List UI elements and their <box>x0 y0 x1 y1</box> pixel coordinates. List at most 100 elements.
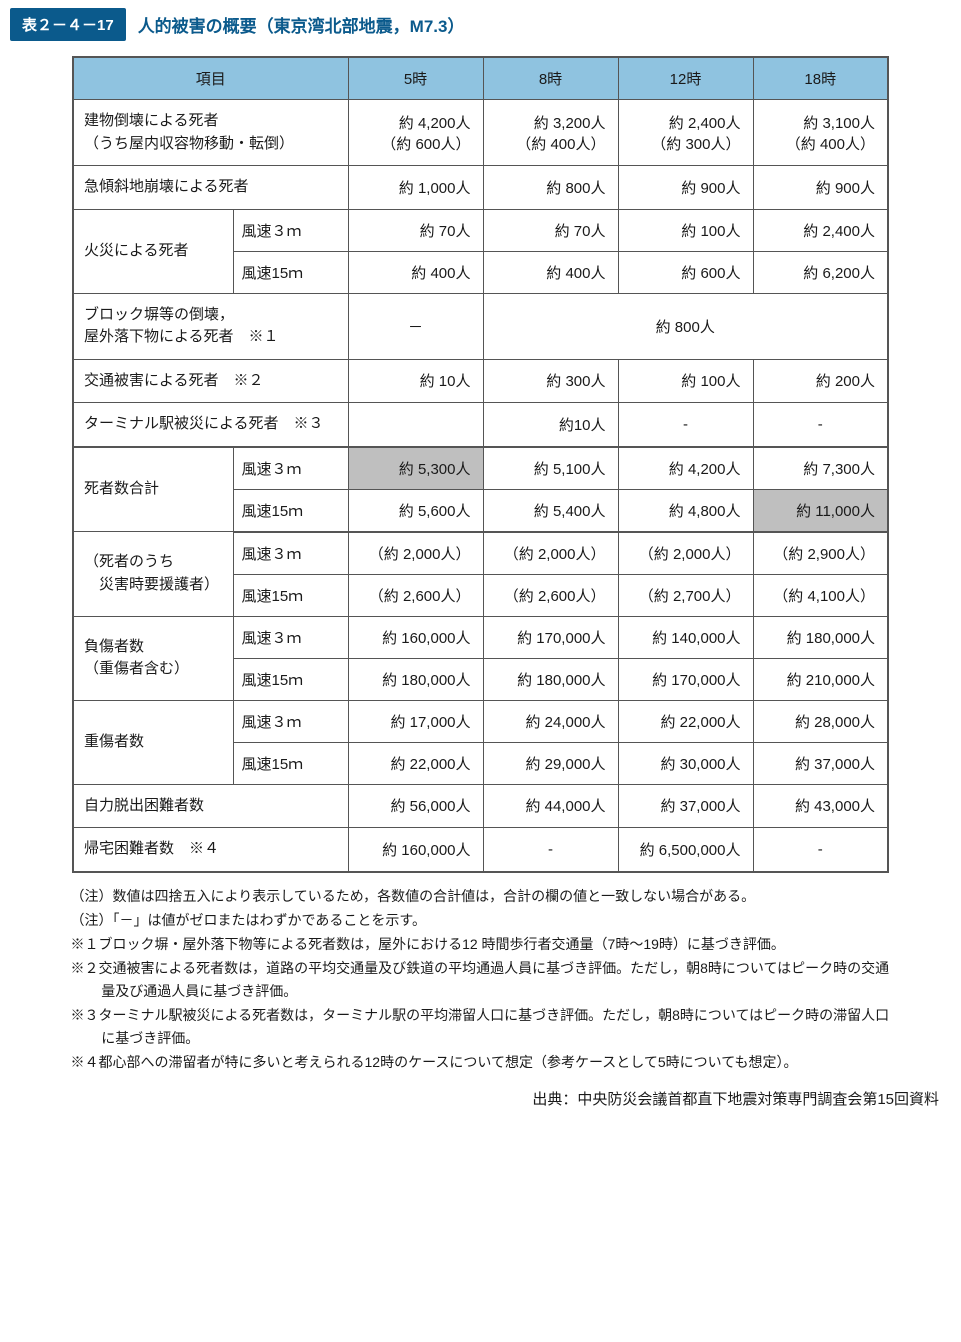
note: ※３ターミナル駅被災による死者数は，ターミナル駅の平均滞留人口に基づき評価。ただ… <box>71 1004 891 1050</box>
row-label: （死者のうち 災害時要援護者） <box>73 532 233 617</box>
cell: 約 3,200人 （約 400人） <box>483 100 618 166</box>
row-label: ブロック塀等の倒壊， 屋外落下物による死者 ※１ <box>73 293 348 359</box>
cell: 約 400人 <box>348 251 483 293</box>
cell: （約 2,600人） <box>348 574 483 616</box>
cell: 約 11,000人 <box>753 489 888 532</box>
cell: 約 600人 <box>618 251 753 293</box>
row-sublabel: 風速15ｍ <box>233 489 348 532</box>
row-sublabel: 風速３ｍ <box>233 700 348 742</box>
damage-table: 項目 5時 8時 12時 18時 建物倒壊による死者 （うち屋内収容物移動・転倒… <box>72 56 889 873</box>
row-sublabel: 風速15ｍ <box>233 251 348 293</box>
cell: － <box>348 293 483 359</box>
row-label: 死者数合計 <box>73 447 233 532</box>
cell: 約 28,000人 <box>753 700 888 742</box>
table-row: （死者のうち 災害時要援護者） 風速３ｍ （約 2,000人） （約 2,000… <box>73 532 888 575</box>
cell: 約 3,100人 （約 400人） <box>753 100 888 166</box>
header-row: 項目 5時 8時 12時 18時 <box>73 57 888 100</box>
cell: 約 17,000人 <box>348 700 483 742</box>
cell: 約 5,300人 <box>348 447 483 490</box>
note: （注）「－」は値がゼロまたはわずかであることを示す。 <box>71 909 891 932</box>
cell: - <box>483 828 618 872</box>
cell: - <box>753 828 888 872</box>
cell: 約 70人 <box>348 209 483 251</box>
row-label: 負傷者数 （重傷者含む） <box>73 616 233 700</box>
row-sublabel: 風速15ｍ <box>233 574 348 616</box>
cell: - <box>753 403 888 447</box>
col-5h: 5時 <box>348 57 483 100</box>
cell: 約 44,000人 <box>483 784 618 828</box>
row-sublabel: 風速15ｍ <box>233 742 348 784</box>
cell: 約 900人 <box>618 166 753 210</box>
cell: 約 170,000人 <box>618 658 753 700</box>
row-label: 帰宅困難者数 ※４ <box>73 828 348 872</box>
cell: 約 22,000人 <box>348 742 483 784</box>
cell: （約 2,000人） <box>348 532 483 575</box>
note: （注）数値は四捨五入により表示しているため，各数値の合計値は，合計の欄の値と一致… <box>71 885 891 908</box>
cell: 約 37,000人 <box>618 784 753 828</box>
cell: 約 2,400人 （約 300人） <box>618 100 753 166</box>
row-label: 自力脱出困難者数 <box>73 784 348 828</box>
cell: 約 30,000人 <box>618 742 753 784</box>
table-row: 重傷者数 風速３ｍ 約 17,000人 約 24,000人 約 22,000人 … <box>73 700 888 742</box>
cell: 約 24,000人 <box>483 700 618 742</box>
cell: 約 140,000人 <box>618 616 753 658</box>
row-sublabel: 風速３ｍ <box>233 209 348 251</box>
col-12h: 12時 <box>618 57 753 100</box>
cell: 約 29,000人 <box>483 742 618 784</box>
cell: （約 2,900人） <box>753 532 888 575</box>
cell: 約 4,200人 <box>618 447 753 490</box>
table-row: 帰宅困難者数 ※４ 約 160,000人 - 約 6,500,000人 - <box>73 828 888 872</box>
table-row: ターミナル駅被災による死者 ※３ 約10人 - - <box>73 403 888 447</box>
cell: 約 180,000人 <box>348 658 483 700</box>
col-8h: 8時 <box>483 57 618 100</box>
note: ※４都心部への滞留者が特に多いと考えられる12時のケースについて想定（参考ケース… <box>71 1051 891 1074</box>
cell: 約 160,000人 <box>348 616 483 658</box>
cell: （約 2,000人） <box>618 532 753 575</box>
source-citation: 出典：中央防災会議首都直下地震対策専門調査会第15回資料 <box>10 1088 939 1109</box>
cell: 約 800人 <box>483 293 888 359</box>
cell: 約 6,500,000人 <box>618 828 753 872</box>
table-row: 建物倒壊による死者 （うち屋内収容物移動・転倒） 約 4,200人 （約 600… <box>73 100 888 166</box>
row-label: 急傾斜地崩壊による死者 <box>73 166 348 210</box>
cell: 約 7,300人 <box>753 447 888 490</box>
cell: 約 2,400人 <box>753 209 888 251</box>
col-item: 項目 <box>73 57 348 100</box>
cell: 約 400人 <box>483 251 618 293</box>
table-row: 急傾斜地崩壊による死者 約 1,000人 約 800人 約 900人 約 900… <box>73 166 888 210</box>
cell: 約 210,000人 <box>753 658 888 700</box>
note: ※２交通被害による死者数は，道路の平均交通量及び鉄道の平均通過人員に基づき評価。… <box>71 957 891 1003</box>
table-tag: 表２－４－17 <box>10 8 126 41</box>
cell: 約 43,000人 <box>753 784 888 828</box>
row-label: 火災による死者 <box>73 209 233 293</box>
cell: 約 170,000人 <box>483 616 618 658</box>
cell: 約 1,000人 <box>348 166 483 210</box>
table-row: ブロック塀等の倒壊， 屋外落下物による死者 ※１ － 約 800人 <box>73 293 888 359</box>
row-label: 重傷者数 <box>73 700 233 784</box>
cell: （約 2,600人） <box>483 574 618 616</box>
cell: 約 22,000人 <box>618 700 753 742</box>
cell: 約 70人 <box>483 209 618 251</box>
note: ※１ブロック塀・屋外落下物等による死者数は，屋外における12 時間歩行者交通量（… <box>71 933 891 956</box>
cell: 約 800人 <box>483 166 618 210</box>
col-18h: 18時 <box>753 57 888 100</box>
cell: 約 37,000人 <box>753 742 888 784</box>
cell: 約 4,800人 <box>618 489 753 532</box>
cell: 約 10人 <box>348 359 483 403</box>
footnotes: （注）数値は四捨五入により表示しているため，各数値の合計値は，合計の欄の値と一致… <box>71 885 891 1075</box>
cell <box>348 403 483 447</box>
cell: 約 6,200人 <box>753 251 888 293</box>
cell: 約 56,000人 <box>348 784 483 828</box>
table-row: 負傷者数 （重傷者含む） 風速３ｍ 約 160,000人 約 170,000人 … <box>73 616 888 658</box>
cell: 約 5,400人 <box>483 489 618 532</box>
cell: - <box>618 403 753 447</box>
cell: （約 4,100人） <box>753 574 888 616</box>
table-row: 交通被害による死者 ※２ 約 10人 約 300人 約 100人 約 200人 <box>73 359 888 403</box>
cell: 約 4,200人 （約 600人） <box>348 100 483 166</box>
row-sublabel: 風速３ｍ <box>233 447 348 490</box>
table-row: 火災による死者 風速３ｍ 約 70人 約 70人 約 100人 約 2,400人 <box>73 209 888 251</box>
cell: （約 2,000人） <box>483 532 618 575</box>
row-sublabel: 風速３ｍ <box>233 616 348 658</box>
table-row: 死者数合計 風速３ｍ 約 5,300人 約 5,100人 約 4,200人 約 … <box>73 447 888 490</box>
table-row: 自力脱出困難者数 約 56,000人 約 44,000人 約 37,000人 約… <box>73 784 888 828</box>
table-header: 表２－４－17 人的被害の概要（東京湾北部地震，M7.3） <box>10 8 951 41</box>
